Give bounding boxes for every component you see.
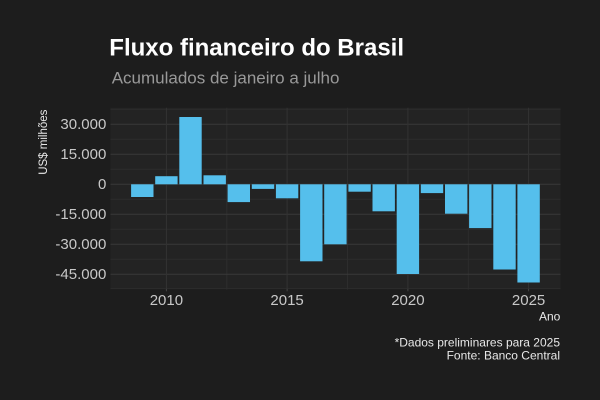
svg-text:0: 0 — [98, 176, 106, 193]
svg-text:-15.000: -15.000 — [55, 206, 106, 223]
svg-text:Ano: Ano — [539, 310, 561, 324]
svg-text:2025: 2025 — [512, 292, 545, 309]
svg-text:2020: 2020 — [391, 292, 424, 309]
svg-text:30.000: 30.000 — [60, 116, 106, 133]
svg-text:Fonte: Banco Central: Fonte: Banco Central — [447, 348, 560, 362]
svg-text:Fluxo financeiro do Brasil: Fluxo financeiro do Brasil — [109, 35, 404, 62]
svg-text:-30.000: -30.000 — [55, 236, 106, 253]
svg-text:15.000: 15.000 — [60, 146, 106, 163]
svg-text:2010: 2010 — [150, 292, 183, 309]
svg-text:-45.000: -45.000 — [55, 266, 106, 283]
svg-text:*Dados preliminares para 2025: *Dados preliminares para 2025 — [395, 335, 561, 349]
svg-text:2015: 2015 — [270, 292, 303, 309]
svg-text:US$ milhões: US$ milhões — [38, 109, 50, 174]
svg-text:Acumulados de janeiro a julho: Acumulados de janeiro a julho — [112, 69, 340, 88]
